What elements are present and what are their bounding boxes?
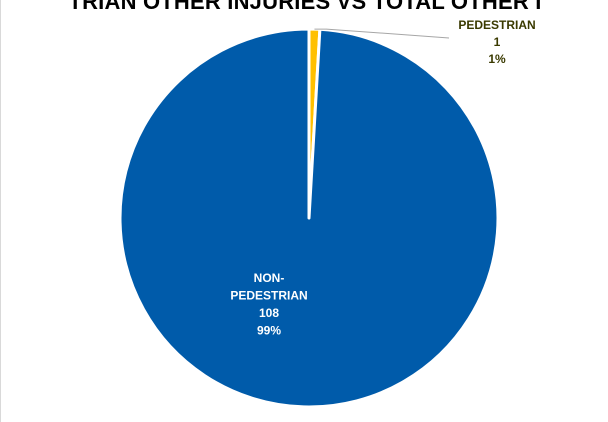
data-label-line: 1%	[488, 52, 506, 66]
data-label-line: 1	[494, 35, 501, 49]
data-label-line: PEDESTRIAN	[458, 18, 535, 32]
chart-title: TRIAN OTHER INJURIES VS TOTAL OTHER I	[68, 0, 542, 14]
leader-line	[314, 28, 450, 39]
data-label-pedestrian: PEDESTRIAN 1 1%	[458, 18, 535, 66]
data-label-line: PEDESTRIAN	[230, 289, 307, 303]
pie-slice-non-pedestrian	[118, 27, 500, 409]
data-label-line: 108	[259, 306, 279, 320]
data-label-non-pedestrian: NON- PEDESTRIAN 108 99%	[230, 271, 307, 338]
data-label-line: 99%	[257, 324, 281, 338]
data-label-line: NON-	[254, 271, 285, 285]
